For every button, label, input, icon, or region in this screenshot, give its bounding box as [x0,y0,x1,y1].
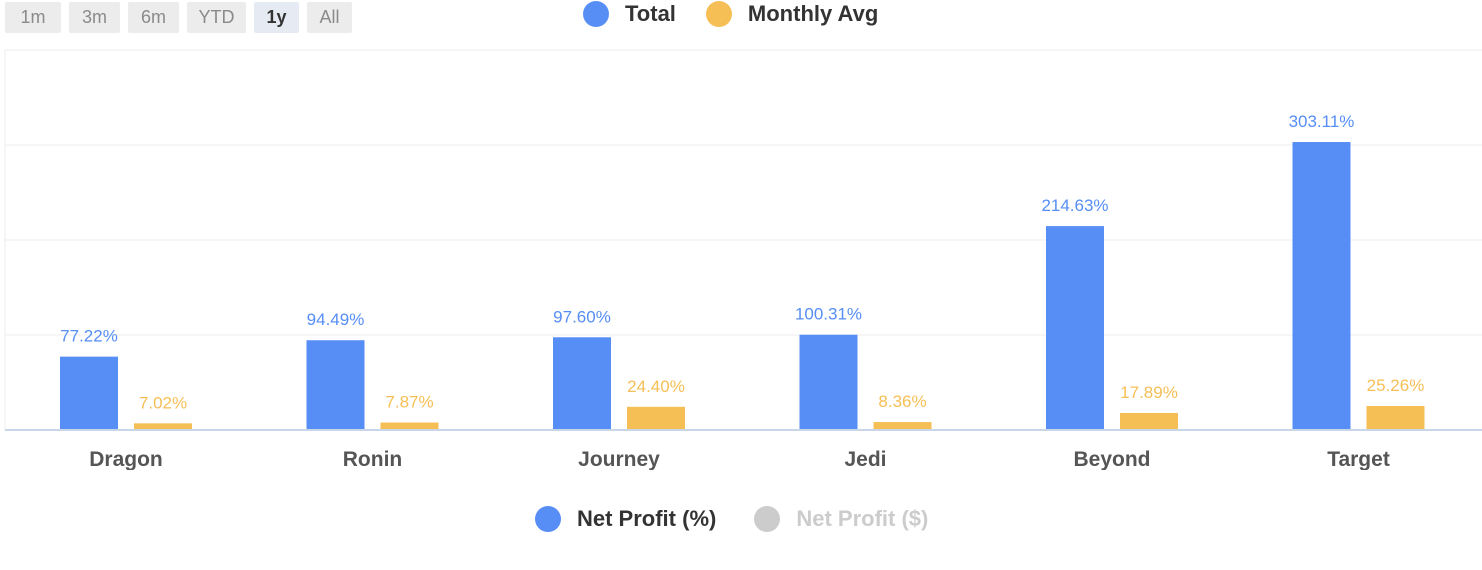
legend-top: Total Monthly Avg [583,1,878,27]
x-tick-label: Jedi [844,448,886,470]
legend-label: Net Profit (%) [577,506,717,531]
range-button-1y[interactable]: 1y [254,2,299,33]
bar-chart: 77.22% 94.49% 97.60% 100.31% 214.63% 303.11% 7… [4,49,1482,470]
data-label: 97.60% [553,307,611,326]
data-label: 25.26% [1367,376,1425,395]
legend-label: Net Profit ($) [796,506,929,531]
data-label: 24.40% [627,377,685,396]
x-tick-label: Target [1327,448,1390,470]
x-tick-label: Journey [578,448,660,470]
range-button-all[interactable]: All [307,2,352,33]
bar-total-beyond[interactable] [1046,226,1104,430]
data-label: 94.49% [307,310,365,329]
data-label: 8.36% [878,392,926,411]
range-button-6m[interactable]: 6m [128,2,179,33]
bar-monthly-avg-ronin[interactable] [380,422,439,430]
data-label: 77.22% [60,327,118,346]
data-label: 100.31% [795,305,862,324]
legend-dot-icon [583,1,609,27]
legend-dot-icon [535,506,561,532]
data-label: 17.89% [1120,383,1178,402]
legend-dot-icon [705,1,732,27]
bar-total-journey[interactable] [553,337,611,430]
bar-total-jedi[interactable] [799,334,858,430]
bar-monthly-avg-dragon[interactable] [134,423,192,430]
bar-total-ronin[interactable] [306,340,365,430]
legend-item-total[interactable]: Total [583,1,676,27]
x-tick-label: Dragon [89,448,163,470]
bar-total-target[interactable] [1292,142,1351,430]
legend-label: Total [625,1,676,26]
legend-item-net-profit-dollar[interactable]: Net Profit ($) [754,506,928,532]
data-label: 214.63% [1041,196,1108,215]
legend-label: Monthly Avg [747,1,879,26]
range-selector: 1m 3m 6m YTD 1y All [5,2,352,33]
bar-monthly-avg-target[interactable] [1366,406,1425,430]
bar-monthly-avg-beyond[interactable] [1120,413,1178,430]
range-button-1m[interactable]: 1m [5,2,61,33]
data-label: 7.02% [139,393,187,412]
x-tick-label: Beyond [1073,448,1150,470]
bar-monthly-avg-jedi[interactable] [873,422,932,430]
data-label: 303.11% [1289,112,1355,131]
legend-dot-icon [754,506,781,532]
range-button-3m[interactable]: 3m [69,2,120,33]
data-label: 7.87% [385,393,433,412]
bar-total-dragon[interactable] [60,356,118,430]
legend-bottom: Net Profit (%) Net Profit ($) [535,506,928,532]
legend-item-net-profit-percent[interactable]: Net Profit (%) [535,506,716,532]
legend-item-monthly-avg[interactable]: Monthly Avg [705,1,879,27]
range-button-ytd[interactable]: YTD [187,2,246,33]
bar-monthly-avg-journey[interactable] [627,406,685,430]
x-tick-label: Ronin [343,448,402,470]
